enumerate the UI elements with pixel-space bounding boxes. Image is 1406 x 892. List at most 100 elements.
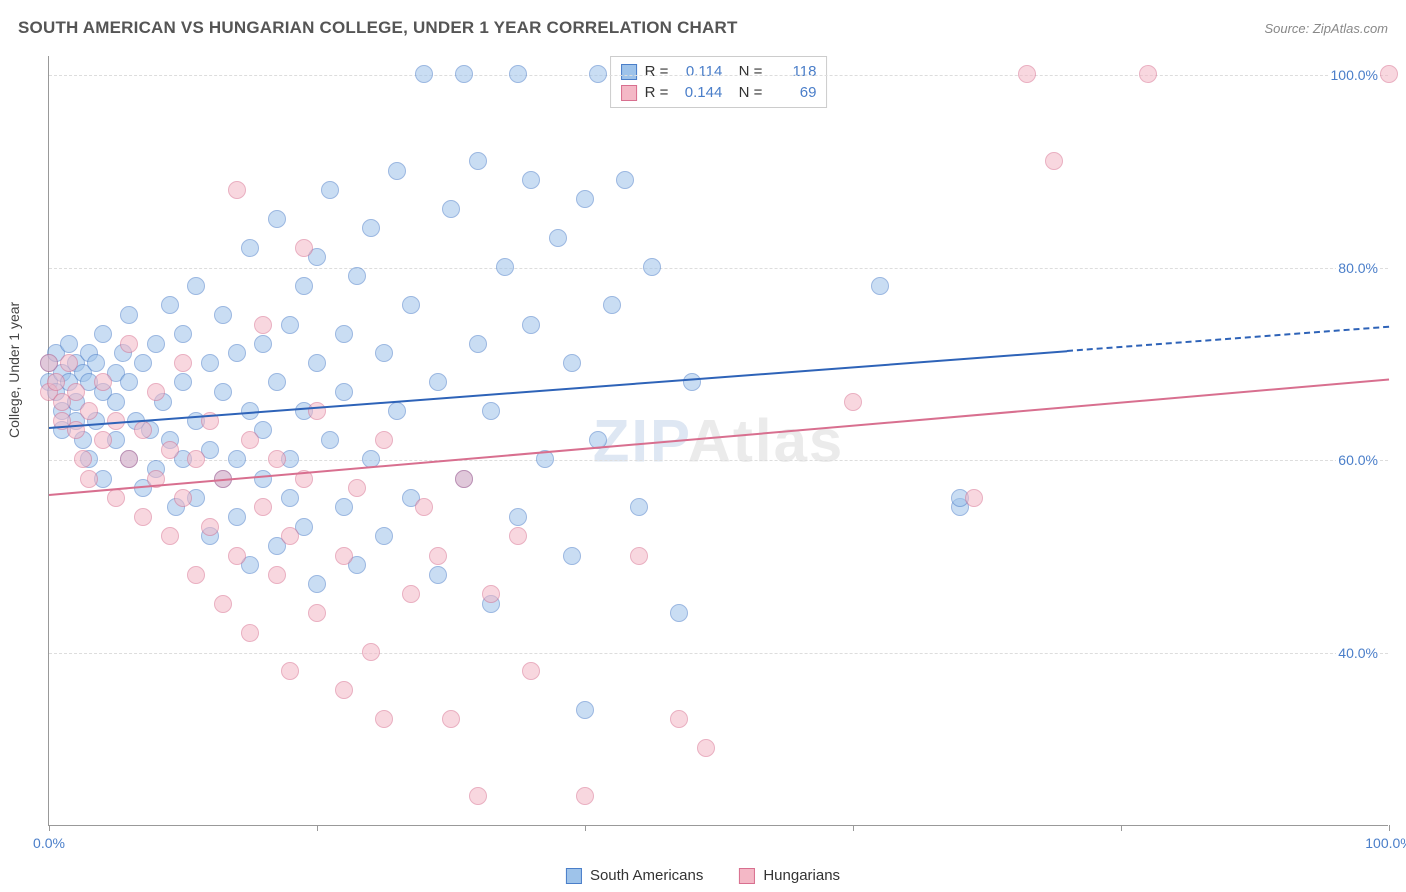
scatter-point bbox=[321, 181, 339, 199]
scatter-point bbox=[87, 354, 105, 372]
scatter-point bbox=[509, 527, 527, 545]
scatter-point bbox=[496, 258, 514, 276]
scatter-point bbox=[94, 431, 112, 449]
scatter-point bbox=[362, 643, 380, 661]
scatter-point bbox=[94, 325, 112, 343]
scatter-point bbox=[254, 498, 272, 516]
scatter-point bbox=[60, 335, 78, 353]
y-axis-label: College, Under 1 year bbox=[6, 302, 22, 438]
scatter-point bbox=[80, 402, 98, 420]
scatter-point bbox=[643, 258, 661, 276]
scatter-point bbox=[268, 373, 286, 391]
xtick-label: 100.0% bbox=[1365, 835, 1406, 851]
scatter-point bbox=[120, 335, 138, 353]
scatter-point bbox=[429, 373, 447, 391]
scatter-point bbox=[563, 547, 581, 565]
scatter-point bbox=[1018, 65, 1036, 83]
scatter-point bbox=[1380, 65, 1398, 83]
scatter-point bbox=[134, 508, 152, 526]
gridline bbox=[49, 75, 1388, 76]
ytick-label: 100.0% bbox=[1329, 67, 1380, 83]
xtick-mark bbox=[853, 825, 854, 831]
scatter-point bbox=[147, 335, 165, 353]
legend-label-2: Hungarians bbox=[763, 867, 840, 884]
scatter-point bbox=[281, 316, 299, 334]
scatter-point bbox=[47, 373, 65, 391]
stats-legend: R = 0.114 N = 118 R = 0.144 N = 69 bbox=[610, 56, 828, 108]
ytick-label: 40.0% bbox=[1336, 645, 1380, 661]
scatter-point bbox=[308, 354, 326, 372]
scatter-point bbox=[965, 489, 983, 507]
scatter-point bbox=[348, 479, 366, 497]
xtick-mark bbox=[317, 825, 318, 831]
scatter-point bbox=[60, 354, 78, 372]
scatter-point bbox=[697, 739, 715, 757]
scatter-point bbox=[1045, 152, 1063, 170]
scatter-point bbox=[549, 229, 567, 247]
legend-swatch-1 bbox=[566, 868, 582, 884]
scatter-point bbox=[576, 190, 594, 208]
scatter-point bbox=[161, 527, 179, 545]
scatter-point bbox=[308, 575, 326, 593]
scatter-point bbox=[415, 498, 433, 516]
stats-row-1: R = 0.114 N = 118 bbox=[621, 61, 817, 82]
scatter-point bbox=[254, 470, 272, 488]
scatter-point bbox=[80, 470, 98, 488]
scatter-point bbox=[844, 393, 862, 411]
scatter-point bbox=[40, 354, 58, 372]
scatter-point bbox=[469, 335, 487, 353]
scatter-point bbox=[415, 65, 433, 83]
scatter-point bbox=[174, 354, 192, 372]
scatter-point bbox=[348, 267, 366, 285]
series-legend: South Americans Hungarians bbox=[566, 867, 840, 884]
scatter-point bbox=[268, 210, 286, 228]
scatter-point bbox=[281, 662, 299, 680]
scatter-point bbox=[295, 239, 313, 257]
scatter-point bbox=[174, 325, 192, 343]
scatter-point bbox=[670, 710, 688, 728]
scatter-point bbox=[241, 431, 259, 449]
scatter-point bbox=[161, 441, 179, 459]
scatter-point bbox=[402, 296, 420, 314]
scatter-point bbox=[871, 277, 889, 295]
scatter-point bbox=[147, 383, 165, 401]
gridline bbox=[49, 460, 1388, 461]
legend-label-1: South Americans bbox=[590, 867, 703, 884]
scatter-point bbox=[335, 547, 353, 565]
scatter-point bbox=[107, 393, 125, 411]
scatter-point bbox=[268, 566, 286, 584]
scatter-point bbox=[201, 354, 219, 372]
chart-title: SOUTH AMERICAN VS HUNGARIAN COLLEGE, UND… bbox=[18, 18, 738, 38]
scatter-point bbox=[630, 547, 648, 565]
scatter-point bbox=[469, 787, 487, 805]
scatter-point bbox=[120, 306, 138, 324]
scatter-point bbox=[429, 566, 447, 584]
scatter-point bbox=[281, 489, 299, 507]
scatter-point bbox=[683, 373, 701, 391]
scatter-point bbox=[522, 171, 540, 189]
scatter-point bbox=[214, 595, 232, 613]
scatter-point bbox=[94, 373, 112, 391]
scatter-point bbox=[335, 681, 353, 699]
scatter-point bbox=[214, 306, 232, 324]
scatter-point bbox=[362, 219, 380, 237]
ytick-label: 80.0% bbox=[1336, 260, 1380, 276]
scatter-point bbox=[228, 450, 246, 468]
scatter-point bbox=[187, 450, 205, 468]
scatter-point bbox=[228, 344, 246, 362]
scatter-point bbox=[214, 383, 232, 401]
stat-n-label: N = bbox=[730, 63, 762, 80]
scatter-point bbox=[522, 662, 540, 680]
scatter-point bbox=[402, 585, 420, 603]
scatter-point bbox=[134, 421, 152, 439]
xtick-mark bbox=[49, 825, 50, 831]
scatter-point bbox=[228, 181, 246, 199]
scatter-point bbox=[120, 373, 138, 391]
stat-n-label: N = bbox=[730, 84, 762, 101]
scatter-point bbox=[509, 65, 527, 83]
scatter-point bbox=[1139, 65, 1157, 83]
scatter-point bbox=[576, 701, 594, 719]
scatter-point bbox=[174, 489, 192, 507]
watermark: ZIPAtlas bbox=[593, 406, 845, 475]
scatter-point bbox=[281, 527, 299, 545]
